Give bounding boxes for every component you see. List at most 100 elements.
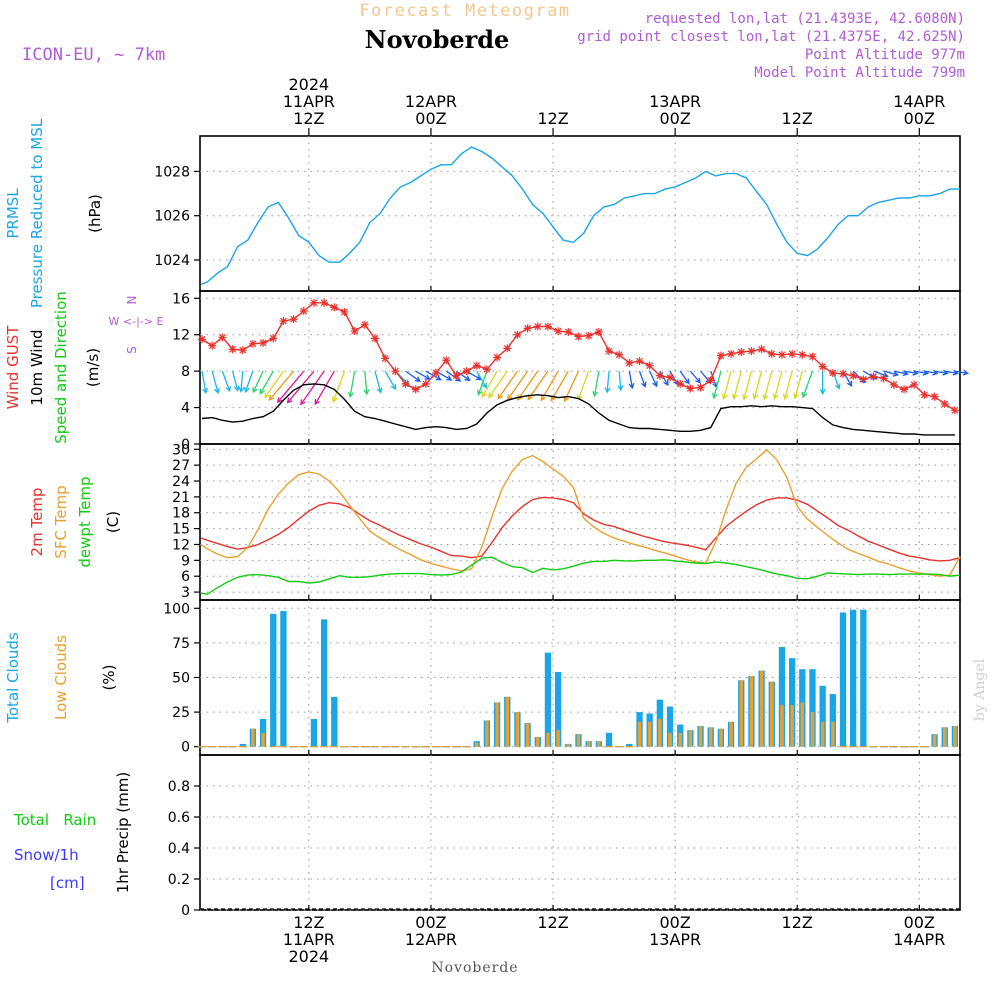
wind-barb-head [563,396,569,403]
series-line [201,302,956,411]
wind-barb-head [347,391,354,399]
cloud-bar [953,725,957,747]
gust-marker [330,303,339,312]
gust-marker [442,356,451,365]
cloud-bar [637,721,642,747]
gust-marker [747,347,756,356]
wind-barb-head [663,379,669,387]
precip-legend: Total Rain [13,811,96,829]
wind-barb-head [376,387,383,394]
cloud-bar [719,728,723,747]
wind-barb [710,370,718,388]
cloud-bar [820,721,825,747]
wind-barb [231,370,239,391]
wind-barb-head [476,389,483,396]
gust-marker [727,349,736,358]
wind-barb-head [314,399,320,406]
precip-legend: [cm] [50,874,85,892]
wind-barbs [201,369,970,406]
y-tick-label: 4 [181,401,190,417]
gust-marker [238,346,247,355]
gust-marker [493,353,502,362]
cloud-bar [261,732,265,747]
gust-marker [849,371,858,380]
gust-marker [513,330,522,339]
gust-marker [737,348,746,357]
panel-clouds: 0 25 50 75 100 Total Clouds Low Clouds (%) [4,599,961,756]
panel-label: (C) [104,511,122,533]
wind-barb [332,370,346,402]
cloud-bar [943,727,947,747]
cloud-bar [850,609,857,747]
gust-marker [930,392,939,401]
wind-barb-head [268,394,275,401]
panel-label: Speed and Direction [52,291,70,444]
wind-barb-head [772,393,779,400]
gust-marker [950,406,959,415]
wind-barb [252,370,264,393]
y-tick-label: 25 [172,705,190,721]
wind-barb-head [264,392,270,399]
y-tick-label: 27 [172,458,190,474]
y-tick-label: 0 [181,437,190,453]
gust-marker [370,334,379,343]
gust-marker [706,376,715,385]
wind-barb [384,370,396,390]
wind-barb [713,370,722,398]
cloud-bar [546,732,550,747]
gridpoint-coords: grid point closest lon,lat (21.4375E, 42… [577,29,965,45]
cloud-bar [778,647,786,747]
y-tick-label: 0.4 [168,841,190,857]
series-total-clouds [197,609,959,748]
gust-marker [228,345,237,354]
gust-marker [350,327,359,336]
precip-legend: Snow/1h [14,846,79,864]
time-label-top: 14APR [893,92,945,111]
gust-marker [615,350,624,359]
wind-barb-head [507,394,513,401]
wind-barb [268,370,295,401]
compass-label: W <-|-> E [109,315,164,328]
panel-label: Wind GUST [4,325,22,410]
gust-marker [340,307,349,316]
wind-barb [893,370,908,375]
gust-marker [879,374,888,383]
y-tick-label: 12 [172,537,190,553]
time-label-bottom: 00Z [659,913,690,932]
series-low-clouds [197,670,957,748]
gust-marker [432,368,441,377]
panel-frame [199,135,961,292]
series-line [200,496,961,562]
time-label-bottom: 00Z [415,913,446,932]
time-label-bottom: 12Z [293,913,324,932]
cloud-bar [597,741,601,747]
cloud-bar [932,734,937,747]
time-label-top: 00Z [659,109,690,128]
panel-label: (%) [100,665,118,691]
wind-barb [873,370,888,377]
time-label-bottom: 11APR [283,930,335,949]
y-tick-label: 1028 [154,164,190,180]
gust-marker [635,357,644,366]
wind-barb [659,370,669,386]
cloud-bar [251,728,255,747]
cloud-bar [280,611,287,747]
series-sfc-temp [200,448,961,577]
cloud-bar [605,732,613,747]
time-label-bottom: 00Z [904,913,935,932]
y-tick-label: 21 [172,490,190,506]
cloud-bar [810,712,815,747]
time-label-top: 12Z [293,109,324,128]
wind-barb [240,371,244,392]
y-tick-label: 15 [172,522,190,538]
panel-label: Total Clouds [4,632,22,724]
time-label-top: 12Z [782,109,813,128]
gust-marker [574,332,583,341]
cloud-bar [586,741,591,747]
wind-barb [733,370,742,399]
gust-marker [625,358,634,367]
gust-marker [716,351,725,360]
wind-barb [679,370,690,384]
y-tick-label: 1024 [154,253,190,269]
